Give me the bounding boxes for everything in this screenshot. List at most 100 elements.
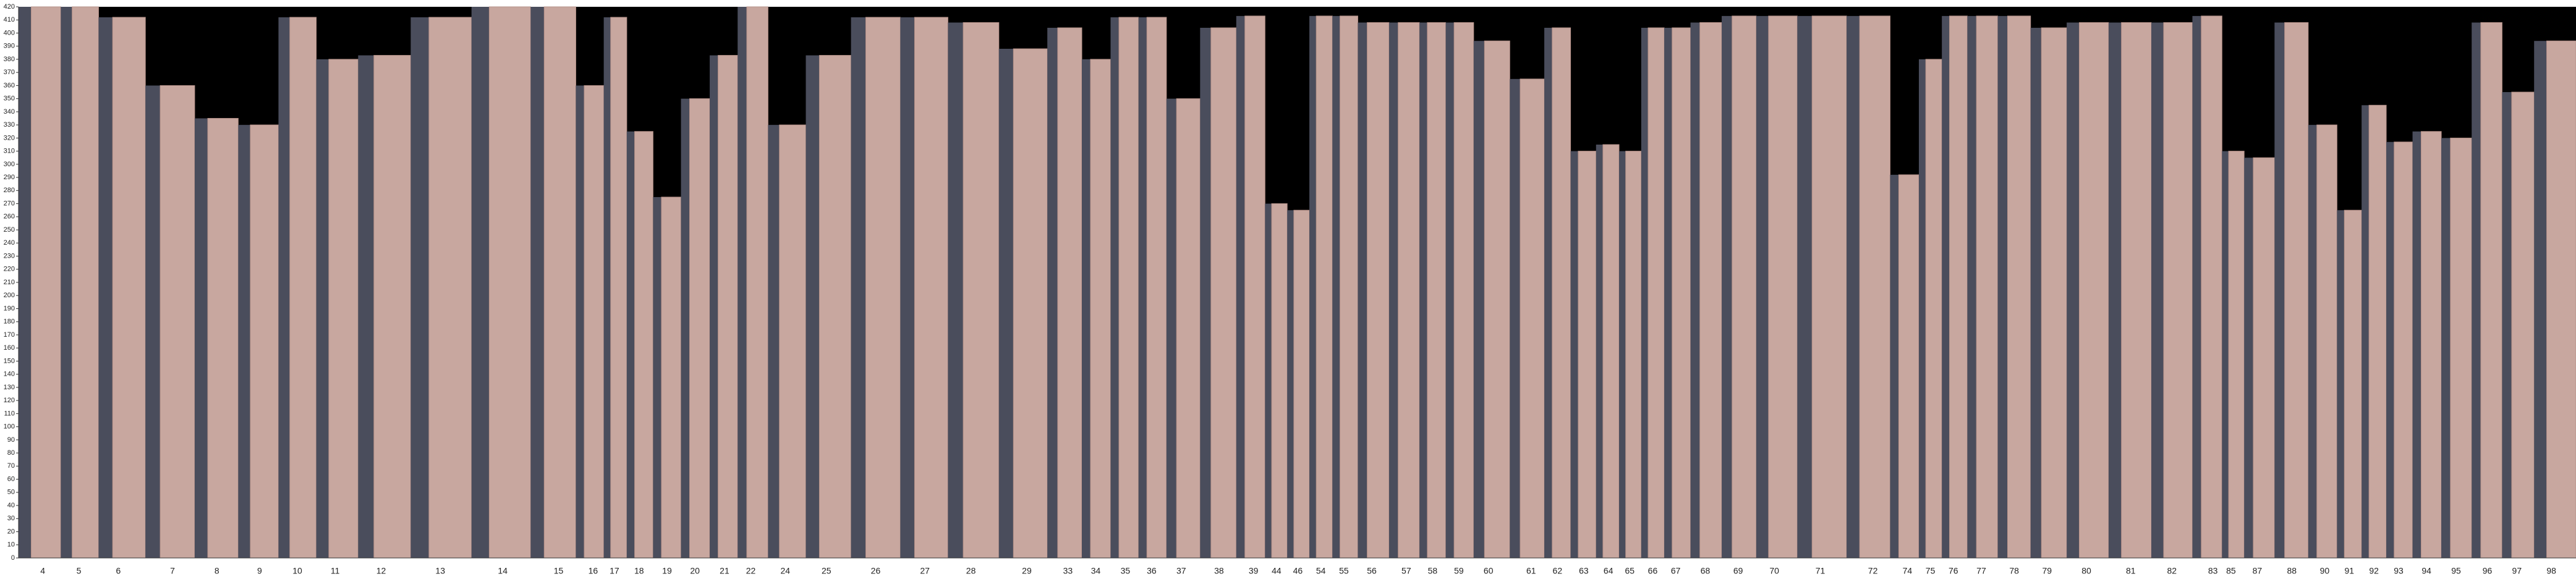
plank-shadow xyxy=(2030,27,2044,558)
x-tick-label: 96 xyxy=(2483,566,2493,576)
x-tick-label: 83 xyxy=(2208,566,2218,576)
plank-shadow xyxy=(2412,131,2423,558)
plank-shadow xyxy=(1596,145,1604,558)
bar xyxy=(1244,15,1265,559)
bar xyxy=(2253,157,2275,559)
plank-shadow xyxy=(2244,158,2255,558)
plank-shadow xyxy=(2222,151,2230,559)
bar xyxy=(779,124,807,559)
plank-shadow xyxy=(2337,210,2346,558)
x-tick-label: 69 xyxy=(1733,566,1743,576)
plank-shadow xyxy=(2472,22,2483,558)
plank-shadow xyxy=(948,22,966,558)
bar xyxy=(1427,22,1447,559)
y-tick-label: 160 xyxy=(4,344,15,352)
bar xyxy=(2316,124,2337,559)
plank-shadow xyxy=(603,17,612,558)
x-tick-label: 14 xyxy=(498,566,508,576)
bar xyxy=(1316,15,1333,559)
x-tick-label: 33 xyxy=(1063,566,1073,576)
plank-shadow xyxy=(1419,22,1429,558)
x-tick-label: 97 xyxy=(2512,566,2522,576)
bar xyxy=(1898,174,1919,559)
y-tick-label: 150 xyxy=(4,357,15,365)
y-tick-label: 410 xyxy=(4,16,15,23)
plank-shadow xyxy=(2108,22,2124,558)
x-tick-label: 25 xyxy=(822,566,831,576)
bar xyxy=(2394,141,2413,559)
x-tick-label: 44 xyxy=(1272,566,1282,576)
bar xyxy=(2041,27,2067,559)
y-tick-label: 30 xyxy=(7,515,15,522)
plank-shadow xyxy=(1287,210,1295,558)
x-tick-label: 22 xyxy=(746,566,756,576)
y-tick-label: 110 xyxy=(4,410,15,417)
bar xyxy=(610,17,627,559)
x-tick-label: 81 xyxy=(2126,566,2136,576)
plank-shadow xyxy=(2274,22,2287,558)
plank-shadow xyxy=(1332,15,1341,559)
plank-shadow xyxy=(1618,151,1627,559)
y-tick-label: 260 xyxy=(4,213,15,221)
bar xyxy=(914,17,948,559)
plank-shadow xyxy=(2361,105,2371,559)
bar xyxy=(1949,15,1968,559)
bar xyxy=(30,6,61,559)
x-tick-label: 38 xyxy=(1214,566,1224,576)
plank-shadow xyxy=(681,98,691,558)
y-tick-label: 280 xyxy=(4,187,15,194)
y-tick-label: 60 xyxy=(7,475,15,483)
y-tick-label: 390 xyxy=(4,43,15,50)
plank-shadow xyxy=(358,55,377,559)
bar xyxy=(2078,22,2109,559)
plank-shadow xyxy=(1309,15,1318,559)
bar xyxy=(1768,15,1798,559)
x-tick-label: 91 xyxy=(2344,566,2354,576)
y-tick-label: 300 xyxy=(4,161,15,168)
plank-shadow xyxy=(1081,59,1092,558)
y-tick-label: 80 xyxy=(7,449,15,457)
x-tick-label: 70 xyxy=(1769,566,1779,576)
plank-shadow xyxy=(768,125,781,559)
x-tick-label: 94 xyxy=(2421,566,2431,576)
bar xyxy=(2228,151,2245,559)
y-tick-label: 360 xyxy=(4,82,15,89)
plank-shadow xyxy=(900,17,917,558)
y-tick-label: 380 xyxy=(4,56,15,63)
bar xyxy=(289,17,317,559)
plank-shadow xyxy=(1358,22,1369,558)
x-tick-label: 12 xyxy=(376,566,386,576)
plank-shadow xyxy=(1473,41,1487,558)
x-tick-label: 65 xyxy=(1625,566,1634,576)
plank-shadow xyxy=(1890,174,1900,558)
bar xyxy=(2201,15,2222,559)
bar xyxy=(1293,209,1310,559)
y-tick-label: 200 xyxy=(4,292,15,299)
x-tick-label: 63 xyxy=(1579,566,1589,576)
y-tick-label: 120 xyxy=(4,397,15,404)
x-tick-label: 64 xyxy=(1604,566,1613,576)
bar xyxy=(72,6,99,559)
plank-shadow xyxy=(1166,98,1178,558)
x-tick-label: 9 xyxy=(257,566,262,576)
bar xyxy=(2007,15,2031,559)
x-tick-label: 46 xyxy=(1293,566,1303,576)
x-tick-label: 62 xyxy=(1553,566,1563,576)
bar xyxy=(488,6,531,559)
plank-shadow xyxy=(1942,15,1951,559)
x-tick-label: 34 xyxy=(1091,566,1101,576)
x-tick-label: 78 xyxy=(2009,566,2019,576)
bar xyxy=(1672,27,1691,559)
bar xyxy=(1176,98,1201,559)
y-tick-label: 340 xyxy=(4,108,15,116)
x-tick-label: 80 xyxy=(2081,566,2091,576)
bar xyxy=(207,118,239,559)
plank-shadow xyxy=(2067,22,2081,558)
x-tick-label: 21 xyxy=(720,566,729,576)
plank-shadow xyxy=(1967,15,1978,559)
y-tick-label: 20 xyxy=(7,528,15,535)
plank-shadow xyxy=(1445,22,1456,558)
bar xyxy=(1118,17,1139,559)
x-tick-label: 92 xyxy=(2369,566,2379,576)
x-tick-label: 17 xyxy=(610,566,619,576)
